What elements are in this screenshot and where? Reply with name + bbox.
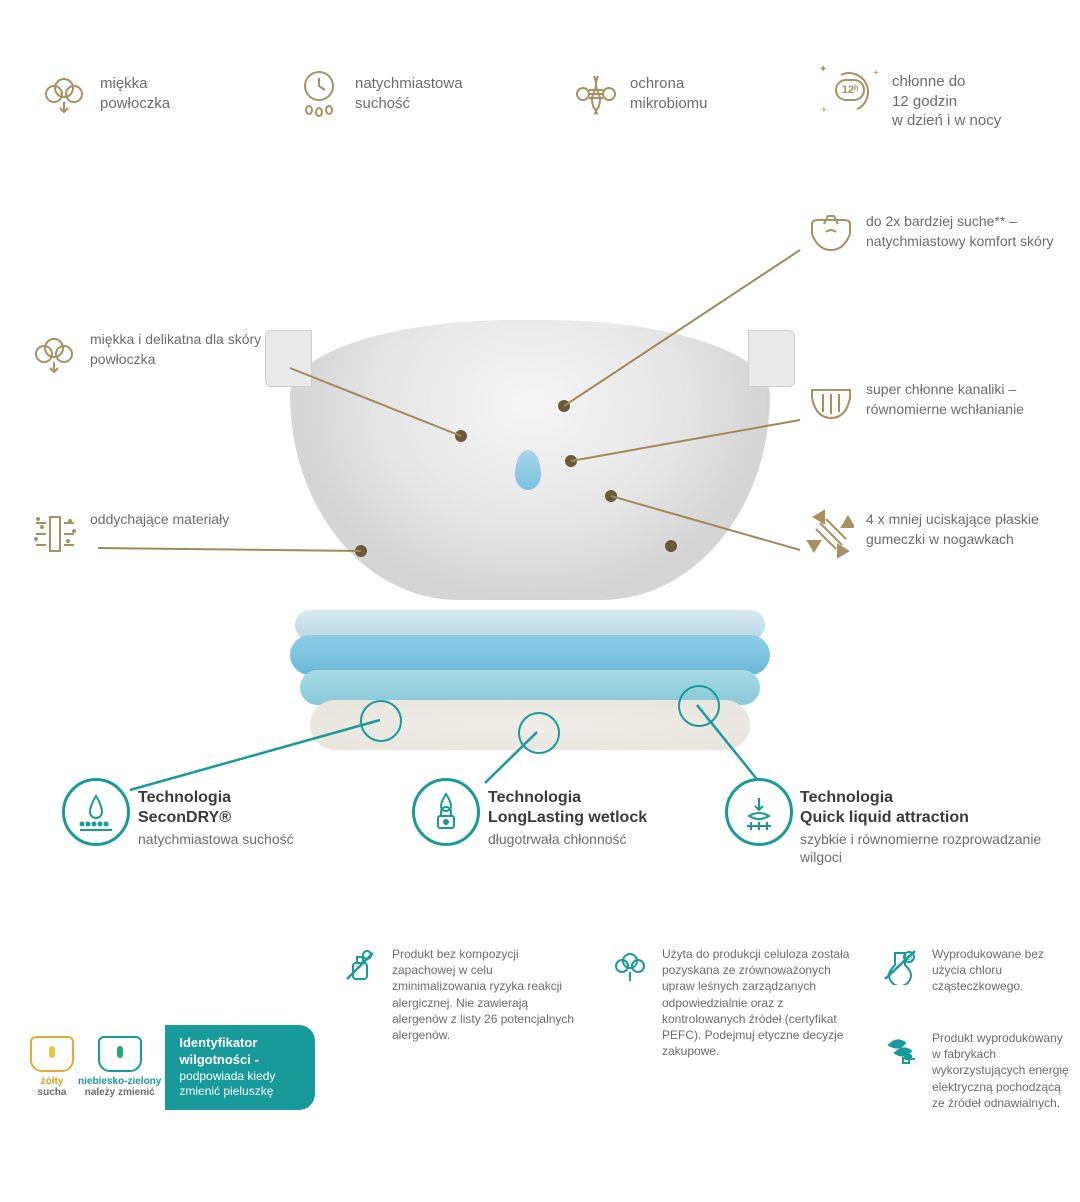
moon-12h-icon: ✦ + + 12ʰ xyxy=(820,68,880,116)
top-feature-12h: ✦ + + 12ʰ chłonne do12 godzinw dzień i w… xyxy=(820,68,1001,131)
tech-ring xyxy=(518,712,560,754)
wet-info-box: Identyfikator wilgotności - podpowiada k… xyxy=(165,1025,315,1110)
top-feature-12h-label: chłonne do12 godzinw dzień i w nocy xyxy=(892,68,1001,131)
wet-state-label: niebiesko-zielony xyxy=(78,1076,161,1087)
footnote-text: Produkt wyprodukowany w fabrykach wykorz… xyxy=(932,1030,1070,1111)
elastic-icon xyxy=(806,510,854,558)
tech-ring xyxy=(360,700,402,742)
tech-sub: szybkie i równomierne rozprowadzanie wil… xyxy=(800,830,1060,866)
wet-box-text: podpowiada kiedy zmienić pieluszkę xyxy=(179,1069,301,1100)
top-feature-microbiome: ochronamikrobiomu xyxy=(570,70,708,118)
renewable-energy-icon xyxy=(880,1030,920,1070)
water-drop-icon xyxy=(515,450,541,490)
footnote-chlorine: Cl Wyprodukowane bez użycia chloru cząst… xyxy=(880,946,1070,995)
tech-label-wetlock: TechnologiaLongLasting wetlock długotrwa… xyxy=(488,788,718,848)
callout-point xyxy=(355,545,367,557)
tech-circle-wetlock xyxy=(412,778,480,846)
callout-point xyxy=(605,490,617,502)
fragrance-free-icon xyxy=(340,946,380,986)
left-callout-cotton-label: miękka i delikatna dla skóry powłoczka xyxy=(90,330,290,378)
wet-indicator-green: niebiesko-zielony należy zmienić xyxy=(78,1036,161,1098)
right-callout-channels: super chłonne kanaliki – równomierne wch… xyxy=(806,380,1056,428)
clock-drops-icon xyxy=(295,70,343,118)
wet-box-title: Identyfikator wilgotności - xyxy=(179,1035,301,1069)
microbiome-icon xyxy=(570,70,618,118)
wet-status-label: sucha xyxy=(38,1087,67,1098)
lock-drop-icon xyxy=(424,790,468,834)
left-callout-cotton: miękka i delikatna dla skóry powłoczka xyxy=(30,330,290,378)
tech-circle-attraction xyxy=(725,778,793,846)
tech-sub: natychmiastowa suchość xyxy=(138,830,358,848)
cotton-icon xyxy=(30,330,78,378)
tech-label-secondry: TechnologiaSeconDRY® natychmiastowa such… xyxy=(138,788,358,848)
right-callout-elastic-label: 4 x mniej uciskające płaskie gumeczki w … xyxy=(866,510,1056,558)
top-feature-cotton: miękkapowłoczka xyxy=(40,70,170,118)
tech-title: TechnologiaQuick liquid attraction xyxy=(800,788,1060,828)
footnote-text: Wyprodukowane bez użycia chloru cząstecz… xyxy=(932,946,1070,995)
tech-circle-secondry xyxy=(62,778,130,846)
attraction-icon xyxy=(737,790,781,834)
footnote-text: Produkt bez kompozycji zapachowej w celu… xyxy=(392,946,580,1043)
right-callout-channels-label: super chłonne kanaliki – równomierne wch… xyxy=(866,380,1056,428)
tech-title: TechnologiaLongLasting wetlock xyxy=(488,788,718,828)
top-feature-dryness-label: natychmiastowasuchość xyxy=(355,70,463,113)
cotton-teal-icon xyxy=(610,946,650,986)
wet-status-label: należy zmienić xyxy=(85,1087,155,1098)
footnote-renewable: Produkt wyprodukowany w fabrykach wykorz… xyxy=(880,1030,1070,1111)
footnote-pefc: Użyta do produkcji celuloza została pozy… xyxy=(610,946,860,1059)
diaper-mini-icon xyxy=(30,1036,74,1072)
top-feature-microbiome-label: ochronamikrobiomu xyxy=(630,70,708,113)
wet-indicator-yellow: żółty sucha xyxy=(30,1036,74,1098)
right-callout-elastic: 4 x mniej uciskające płaskie gumeczki w … xyxy=(806,510,1056,558)
callout-point xyxy=(565,455,577,467)
wetness-indicator: żółty sucha niebiesko-zielony należy zmi… xyxy=(30,1025,315,1110)
hand-diaper-icon xyxy=(806,212,854,260)
tech-label-attraction: TechnologiaQuick liquid attraction szybk… xyxy=(800,788,1060,866)
cotton-icon xyxy=(40,70,88,118)
callout-point xyxy=(665,540,677,552)
right-callout-dry-label: do 2x bardziej suche** – natychmiastowy … xyxy=(866,212,1056,260)
left-callout-breathable: oddychające materiały xyxy=(30,510,240,558)
channels-icon xyxy=(806,380,854,428)
footnote-fragrance: Produkt bez kompozycji zapachowej w celu… xyxy=(340,946,580,1043)
tech-title: TechnologiaSeconDRY® xyxy=(138,788,358,828)
chlorine-free-icon: Cl xyxy=(880,946,920,986)
tech-sub: długotrwała chłonność xyxy=(488,830,718,848)
top-feature-cotton-label: miękkapowłoczka xyxy=(100,70,170,113)
left-callout-breathable-label: oddychające materiały xyxy=(90,510,229,558)
top-feature-dryness: natychmiastowasuchość xyxy=(295,70,463,118)
callout-point xyxy=(455,430,467,442)
diaper-mini-icon xyxy=(98,1036,142,1072)
tech-ring xyxy=(678,685,720,727)
right-callout-dry: do 2x bardziej suche** – natychmiastowy … xyxy=(806,212,1056,260)
footnote-text: Użyta do produkcji celuloza została pozy… xyxy=(662,946,860,1059)
diaper-layer-2 xyxy=(290,635,770,675)
drop-lines-icon xyxy=(74,790,118,834)
breathable-icon xyxy=(30,510,78,558)
callout-point xyxy=(558,400,570,412)
wet-state-label: żółty xyxy=(41,1076,64,1087)
